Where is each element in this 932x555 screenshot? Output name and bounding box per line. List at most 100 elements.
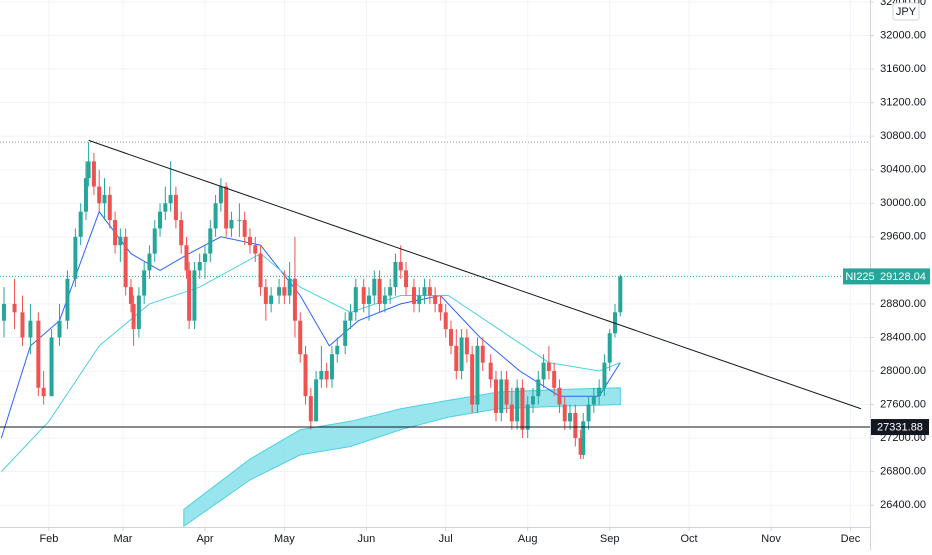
candle-body — [12, 303, 17, 313]
candle-body — [581, 421, 586, 455]
candle-body — [57, 320, 62, 338]
candle-body — [504, 379, 509, 405]
candle-body — [372, 278, 377, 296]
y-tick-label: 31600.00 — [880, 63, 926, 75]
candle-body — [73, 236, 78, 279]
candle-body — [41, 387, 46, 397]
candle-body — [208, 228, 213, 254]
currency-label: JPY — [896, 6, 917, 18]
candle-body — [348, 312, 353, 321]
candle-body — [433, 295, 438, 304]
candle-body — [568, 412, 573, 422]
candle-body — [578, 438, 583, 455]
candle-body — [1, 303, 6, 321]
currency-box[interactable] — [892, 2, 920, 21]
candle-body — [229, 220, 234, 229]
candle-body — [163, 203, 168, 212]
candle-body — [253, 245, 258, 254]
candle-body — [597, 387, 602, 397]
candle-body — [277, 287, 282, 296]
candle-body — [607, 333, 612, 363]
x-tick-label: Mar — [114, 533, 133, 545]
candle-body — [142, 270, 147, 296]
candle-body — [97, 186, 102, 204]
candle-body — [459, 337, 464, 372]
candle-body — [168, 194, 173, 204]
cloud-band — [183, 387, 621, 528]
candle-body — [417, 295, 422, 304]
candle-body — [184, 245, 189, 271]
trend-line — [88, 139, 862, 410]
candle-body — [123, 236, 128, 288]
last-price-label: 29128.04 — [880, 271, 926, 283]
candle-body — [427, 287, 432, 296]
x-tick-label: Sep — [600, 533, 620, 545]
candle-body — [377, 278, 382, 304]
candle-body — [591, 396, 596, 405]
candle-body — [541, 362, 546, 380]
candle-body — [102, 194, 107, 204]
candle-body — [303, 354, 308, 397]
candle-body — [438, 303, 443, 313]
candle-body — [573, 412, 578, 439]
candle-body — [242, 220, 247, 237]
candle-body — [454, 345, 459, 372]
candle-body — [263, 287, 268, 304]
candle-body — [557, 387, 562, 405]
candle-body — [113, 220, 118, 246]
last-price-box — [877, 268, 930, 285]
x-tick-label: Feb — [39, 533, 58, 545]
y-tick-label: 29600.00 — [880, 231, 926, 243]
candle-body — [197, 261, 202, 271]
candle-body — [388, 287, 393, 296]
candle-body — [552, 371, 557, 388]
x-tick-label: Jun — [357, 533, 375, 545]
candle-body — [36, 320, 41, 388]
candle-body — [488, 362, 493, 380]
candle-body — [83, 178, 88, 212]
candle-body — [319, 371, 324, 380]
x-tick-label: Dec — [841, 533, 861, 545]
x-tick-label: Apr — [196, 533, 213, 545]
candle-body — [602, 362, 607, 388]
candle-body — [411, 287, 416, 304]
candle-body — [520, 387, 525, 430]
candle-body — [118, 236, 123, 246]
candle-body — [470, 354, 475, 405]
candle-body — [329, 354, 334, 380]
candle-body — [515, 387, 520, 422]
candle-body — [237, 220, 242, 222]
y-tick-label: 28800.00 — [880, 298, 926, 310]
symbol-label: NI225 — [845, 271, 874, 283]
candle-body — [292, 278, 297, 321]
y-tick-label: 28400.00 — [880, 331, 926, 343]
candle-body — [107, 194, 112, 221]
y-tick-label: 32000.00 — [880, 29, 926, 41]
candle-body — [449, 329, 454, 346]
candle-body — [258, 253, 263, 288]
candle-body — [49, 337, 54, 397]
candle-body — [525, 404, 530, 430]
candle-body — [343, 320, 348, 346]
x-tick-label: Nov — [761, 533, 781, 545]
candle-body — [480, 345, 485, 363]
symbol-box — [843, 268, 877, 285]
candle-body — [218, 186, 223, 204]
candle-body — [213, 203, 218, 229]
candle-body — [20, 312, 25, 338]
x-tick-label: Oct — [681, 533, 698, 545]
candle-body — [152, 228, 157, 254]
x-tick-label: Jul — [439, 533, 453, 545]
candle-body — [546, 362, 551, 372]
candle-body — [131, 303, 136, 330]
candle-body — [367, 295, 372, 304]
moving-average — [0, 252, 621, 472]
candle-body — [499, 379, 504, 413]
candle-body — [536, 379, 541, 397]
candle-body — [404, 270, 409, 288]
hline-price-box — [871, 419, 929, 436]
candle-body — [475, 345, 480, 405]
candle-body — [147, 253, 152, 271]
candle-body — [353, 287, 358, 313]
candle-body — [393, 261, 398, 288]
